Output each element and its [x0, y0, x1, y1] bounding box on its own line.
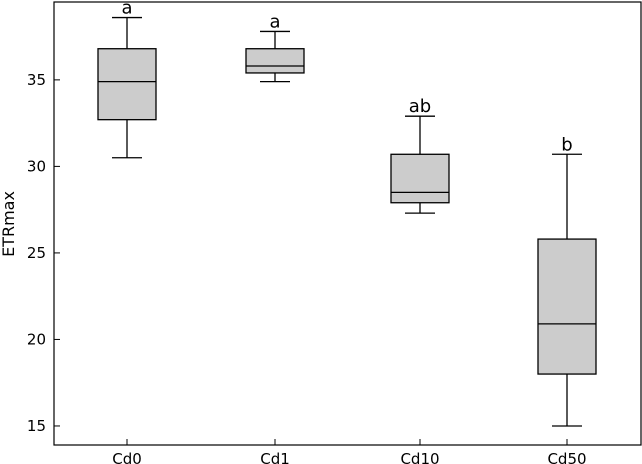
x-tick-label: Cd1 [260, 450, 290, 464]
box [390, 153, 450, 204]
y-tick-label: 35 [27, 71, 46, 89]
box-series: a a ab b [97, 0, 597, 427]
plot-frame [53, 1, 642, 446]
y-tick-label: 20 [27, 330, 46, 348]
significance-label: ab [409, 96, 431, 117]
box [97, 48, 157, 121]
y-axis-label: ETRmax [0, 191, 18, 257]
significance-label: a [269, 11, 280, 32]
x-tick-label: Cd10 [400, 450, 439, 464]
x-tick-label: Cd0 [112, 450, 142, 464]
box [245, 48, 305, 74]
significance-label: b [561, 134, 572, 155]
y-axis: 15 20 25 30 35 [27, 71, 60, 435]
y-tick-label: 25 [27, 244, 46, 262]
x-tick-label: Cd50 [547, 450, 586, 464]
x-axis: Cd0 Cd1 Cd10 Cd50 [112, 439, 587, 464]
box [537, 238, 597, 375]
significance-label: a [121, 0, 132, 19]
y-tick-label: 15 [27, 417, 46, 435]
y-tick-label: 30 [27, 157, 46, 175]
